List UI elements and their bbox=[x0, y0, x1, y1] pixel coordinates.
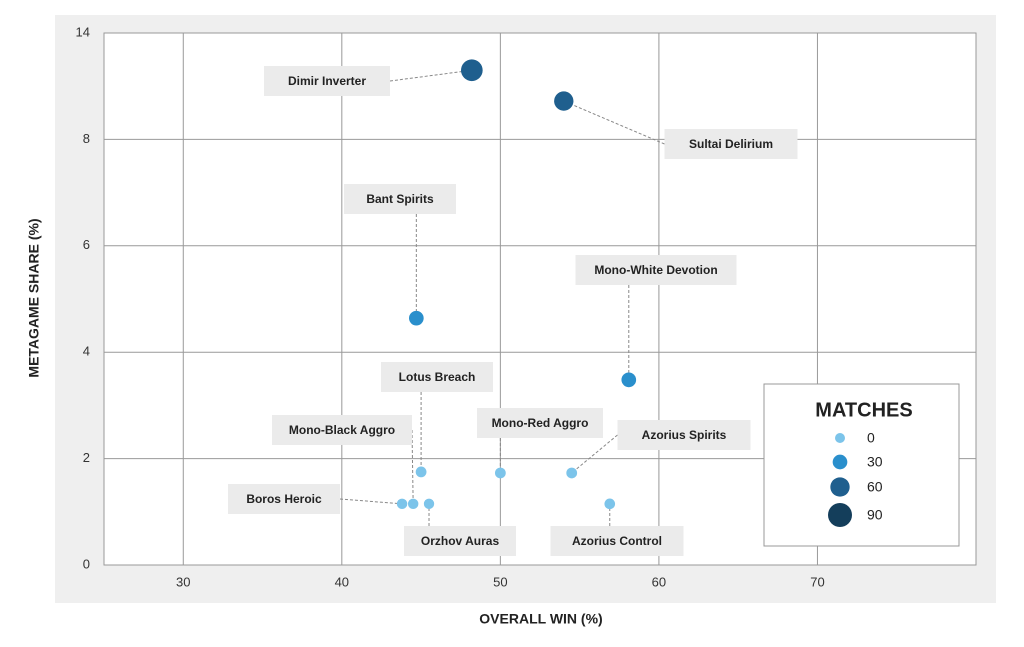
point-label: Boros Heroic bbox=[246, 492, 322, 506]
label-box bbox=[381, 362, 493, 392]
y-tick-label: 0 bbox=[83, 556, 90, 571]
bubble bbox=[604, 498, 616, 510]
bubble bbox=[494, 467, 506, 479]
x-tick-label: 30 bbox=[176, 574, 190, 589]
leader-line bbox=[339, 498, 403, 505]
x-tick-label: 40 bbox=[335, 574, 349, 589]
leader-line bbox=[411, 429, 414, 504]
legend-marker bbox=[832, 454, 848, 470]
legend-label: 60 bbox=[867, 479, 883, 495]
point-label: Mono-Black Aggro bbox=[289, 423, 395, 437]
legend-marker bbox=[830, 477, 850, 497]
x-axis-title: OVERALL WIN (%) bbox=[479, 611, 602, 627]
bubble bbox=[409, 310, 424, 326]
bubble bbox=[554, 91, 574, 111]
point-label: Bant Spirits bbox=[366, 192, 434, 206]
label-box bbox=[477, 408, 603, 438]
x-tick-label: 60 bbox=[652, 574, 666, 589]
legend-label: 90 bbox=[867, 507, 883, 523]
point-label: Dimir Inverter bbox=[288, 74, 366, 88]
bubble bbox=[396, 498, 408, 510]
bubble bbox=[621, 372, 637, 388]
y-tick-label: 2 bbox=[83, 450, 90, 465]
label-box bbox=[272, 415, 412, 445]
leader-line bbox=[563, 100, 665, 145]
leader-line bbox=[389, 69, 472, 82]
label-box bbox=[617, 420, 751, 450]
y-tick-label: 4 bbox=[83, 344, 90, 359]
bubble bbox=[566, 467, 578, 479]
point-label: Azorius Control bbox=[572, 534, 662, 548]
point-label: Orzhov Auras bbox=[421, 534, 500, 548]
label-box bbox=[264, 66, 390, 96]
label-box bbox=[664, 129, 798, 159]
y-axis-title: METAGAME SHARE (%) bbox=[26, 218, 42, 377]
label-box bbox=[404, 526, 516, 556]
x-tick-label: 50 bbox=[493, 574, 507, 589]
y-tick-label: 6 bbox=[83, 237, 90, 252]
point-label: Mono-White Devotion bbox=[594, 263, 717, 277]
bubble bbox=[407, 498, 419, 510]
bubble bbox=[415, 466, 427, 478]
label-box bbox=[228, 484, 340, 514]
legend-box bbox=[763, 383, 960, 547]
legend-label: 30 bbox=[867, 454, 883, 470]
y-tick-label: 14 bbox=[76, 24, 90, 39]
bubble bbox=[423, 498, 435, 509]
point-label: Azorius Spirits bbox=[642, 428, 727, 442]
y-tick-label: 8 bbox=[83, 131, 90, 146]
x-tick-label: 70 bbox=[810, 574, 824, 589]
legend-marker bbox=[835, 433, 845, 443]
label-box bbox=[344, 184, 456, 214]
point-label: Sultai Delirium bbox=[689, 137, 773, 151]
legend-title: MATCHES bbox=[815, 399, 912, 421]
legend-label: 0 bbox=[867, 430, 875, 446]
label-box bbox=[575, 255, 737, 285]
legend-marker bbox=[828, 503, 852, 527]
bubble bbox=[460, 59, 483, 82]
label-box bbox=[550, 526, 684, 556]
point-label: Mono-Red Aggro bbox=[492, 416, 589, 430]
point-label: Lotus Breach bbox=[399, 370, 476, 384]
